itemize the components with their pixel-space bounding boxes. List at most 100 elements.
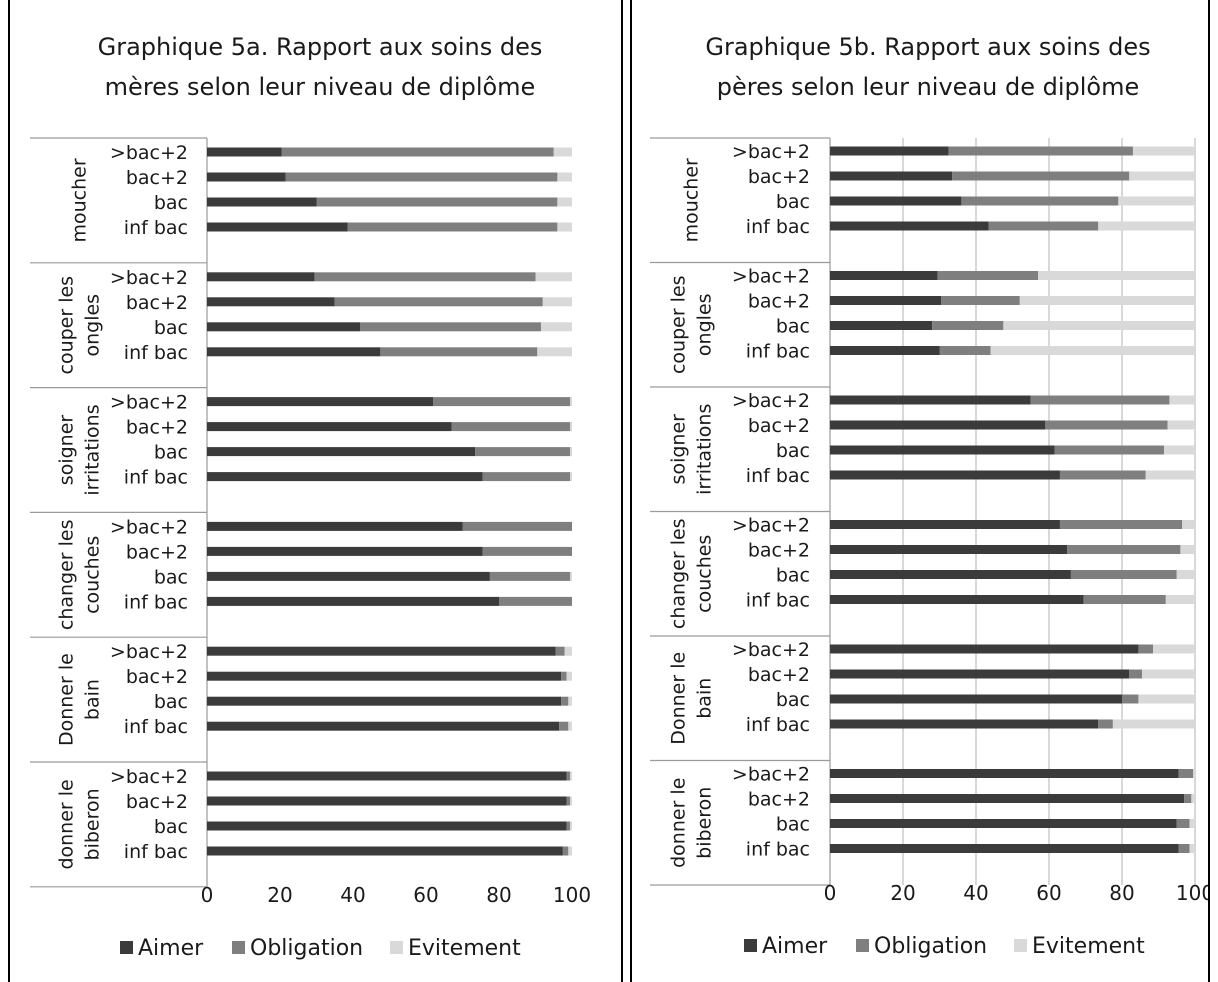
group-label: Donner le (668, 652, 690, 745)
bar-segment-aimer (830, 719, 1099, 729)
group-label: couper les (668, 275, 690, 374)
bar-segment-obligation (1176, 819, 1190, 828)
bar-segment-obligation (1070, 570, 1177, 579)
bar-segment-obligation (1083, 595, 1166, 604)
x-tick-label: 100 (1176, 881, 1208, 905)
row-label: bac+2 (748, 166, 810, 188)
bar-segment-aimer (830, 595, 1084, 604)
legend-label-aimer: Aimer (138, 936, 204, 961)
bar-segment-evitement (1189, 819, 1195, 828)
bar-segment-obligation (948, 146, 1133, 156)
group-label: irritations (82, 404, 104, 495)
middle-divider-left (621, 0, 623, 982)
bar-segment-aimer (830, 271, 938, 280)
row-label: inf bac (746, 839, 810, 861)
bar-segment-obligation (988, 221, 1099, 231)
bar-segment-aimer (830, 196, 962, 206)
bar-segment-evitement (1167, 420, 1195, 430)
bar-segment-obligation (1138, 644, 1154, 654)
bar-segment-obligation (347, 222, 558, 232)
bar-segment-aimer (207, 671, 562, 681)
group-label: soigner (56, 415, 78, 486)
group-label: ongles (82, 294, 104, 357)
row-label: bac+2 (126, 167, 188, 189)
bar-segment-obligation (1184, 794, 1192, 803)
chart-mothers: Graphique 5a. Rapport aux soins des mères… (30, 33, 591, 961)
bar-segment-obligation (433, 397, 571, 407)
bar-segment-aimer (830, 420, 1046, 430)
row-label: inf bac (746, 714, 810, 736)
bar-segment-aimer (207, 272, 315, 282)
row-label: inf bac (124, 591, 188, 613)
left-border (8, 0, 10, 982)
bar-segment-evitement (1145, 470, 1195, 480)
x-tick-label: 60 (1036, 881, 1061, 905)
bar-segment-aimer (830, 296, 942, 305)
row-label: inf bac (124, 841, 188, 863)
group-label: couches (694, 535, 716, 613)
bar-segment-evitement (570, 397, 572, 407)
bar-segment-obligation (561, 696, 569, 706)
row-label: >bac+2 (110, 766, 188, 788)
bar-segment-evitement (568, 721, 572, 731)
group-label: donner le (668, 778, 690, 868)
bar-segment-aimer (207, 521, 463, 531)
row-label: >bac+2 (732, 266, 810, 288)
bar-segment-aimer (830, 769, 1179, 778)
group-label: moucher (681, 158, 703, 242)
bar-segment-evitement (564, 646, 572, 656)
group-label: changer les (56, 519, 78, 630)
row-label: bac (154, 442, 188, 464)
bar-segment-obligation (961, 196, 1119, 206)
bar-segment-aimer (207, 596, 499, 606)
group-label: soigner (668, 414, 690, 485)
legend-label-obligation: Obligation (874, 934, 987, 959)
bar-segment-aimer (830, 669, 1130, 679)
row-label: inf bac (746, 465, 810, 487)
x-tick-label: 100 (553, 883, 591, 907)
row-label: bac (776, 316, 810, 338)
bar-segment-aimer (207, 222, 348, 232)
bar-segment-evitement (540, 322, 572, 332)
bar-segment-aimer (830, 171, 953, 181)
bar-segment-obligation (941, 296, 1020, 305)
x-tick-label: 80 (1109, 881, 1134, 905)
bar-segment-aimer (830, 545, 1068, 554)
bar-segment-obligation (561, 671, 567, 681)
group-label: Donner le (56, 653, 78, 746)
bar-segment-obligation (566, 771, 571, 781)
row-label: bac+2 (748, 540, 810, 562)
x-tick-label: 20 (267, 883, 292, 907)
row-label: >bac+2 (732, 390, 810, 412)
x-tick-label: 0 (201, 883, 214, 907)
group-label: bain (694, 678, 716, 719)
bar-segment-obligation (1059, 520, 1183, 529)
bar-segment-evitement (570, 472, 572, 482)
bar-segment-obligation (566, 821, 571, 831)
chart-title-line: Graphique 5a. Rapport aux soins des (98, 33, 543, 61)
bar-segment-obligation (562, 846, 569, 856)
bar-segment-aimer (207, 197, 317, 207)
bar-segment-evitement (1132, 146, 1195, 156)
bar-segment-aimer (207, 397, 434, 407)
group-label: donner le (56, 779, 78, 869)
group-label: moucher (69, 158, 91, 242)
bar-segment-evitement (557, 222, 572, 232)
row-label: bac (154, 691, 188, 713)
bar-segment-evitement (568, 696, 572, 706)
legend-label-obligation: Obligation (250, 936, 363, 961)
row-label: bac+2 (126, 791, 188, 813)
chart-title-line: Graphique 5b. Rapport aux soins des (705, 33, 1150, 61)
row-label: inf bac (124, 342, 188, 364)
bar-segment-evitement (1153, 644, 1195, 654)
bar-segment-obligation (1067, 545, 1181, 554)
bar-segment-aimer (830, 395, 1031, 405)
row-label: inf bac (746, 590, 810, 612)
row-label: >bac+2 (110, 641, 188, 663)
bar-segment-evitement (557, 172, 572, 182)
bar-segment-aimer (207, 147, 282, 157)
x-tick-label: 40 (963, 881, 988, 905)
bar-segment-obligation (1045, 420, 1168, 430)
bar-segment-obligation (489, 571, 571, 581)
row-label: >bac+2 (732, 141, 810, 163)
